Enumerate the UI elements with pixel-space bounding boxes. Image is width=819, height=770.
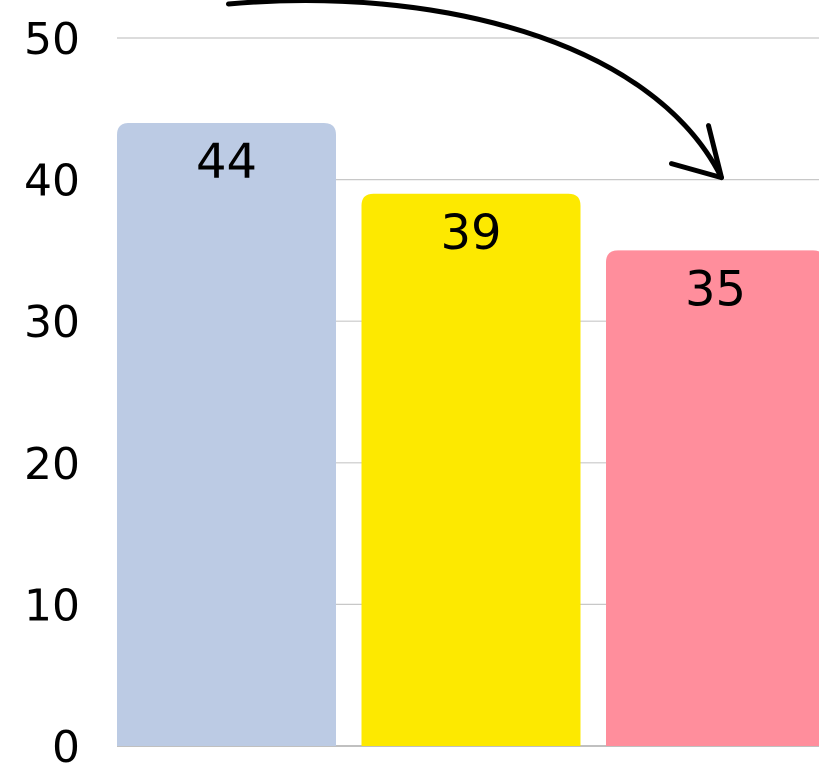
arrow-head-icon: [669, 123, 724, 181]
y-tick-label-20: 20: [24, 439, 80, 490]
y-tick-label-30: 30: [24, 297, 80, 348]
annotations: [226, 0, 724, 181]
bars: [117, 122, 819, 746]
bar-2: [361, 193, 581, 746]
y-tick-label-50: 50: [24, 14, 80, 65]
data-label-2: 39: [440, 205, 501, 261]
y-tick-label-0: 0: [52, 722, 80, 770]
bar-1: [117, 122, 336, 746]
data-label-3: 35: [685, 261, 746, 317]
data-labels: 44 39 35: [196, 134, 746, 317]
bar-3: [606, 250, 819, 746]
y-tick-label-10: 10: [24, 580, 80, 631]
data-label-1: 44: [196, 134, 257, 190]
y-axis-ticks: 0 10 20 30 40 50: [24, 14, 80, 770]
arrow-curve: [226, 0, 724, 181]
y-tick-label-40: 40: [24, 156, 80, 207]
